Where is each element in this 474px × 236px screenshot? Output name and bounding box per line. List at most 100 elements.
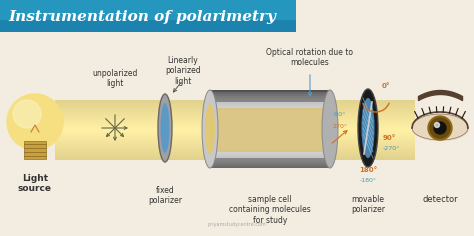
Bar (210, 148, 330, 151)
Bar (55, 100, 415, 102)
Text: Optical rotation due to
molecules: Optical rotation due to molecules (266, 48, 354, 67)
Bar (210, 108, 330, 110)
Bar (55, 108, 415, 110)
Bar (210, 105, 330, 108)
Text: detector: detector (422, 195, 458, 204)
Bar (55, 102, 415, 104)
Bar (55, 110, 415, 112)
Bar (55, 104, 415, 106)
Bar (210, 104, 330, 105)
Bar (55, 144, 415, 146)
Bar (210, 143, 330, 145)
Bar (55, 136, 415, 138)
Text: 180°: 180° (359, 167, 377, 173)
Bar (55, 132, 415, 134)
Bar (210, 129, 330, 131)
Ellipse shape (161, 103, 170, 153)
Bar (55, 140, 415, 142)
Text: 0°: 0° (382, 83, 391, 89)
Text: sample cell
containing molecules
for study: sample cell containing molecules for stu… (229, 195, 311, 225)
Bar (210, 114, 330, 115)
Bar (55, 138, 415, 140)
Bar (55, 122, 415, 124)
Bar (210, 156, 330, 158)
Bar (210, 96, 330, 98)
Text: -90°: -90° (333, 111, 346, 117)
Text: Linearly
polarized
light: Linearly polarized light (165, 56, 201, 86)
Bar (55, 148, 415, 150)
Bar (210, 137, 330, 139)
Bar (55, 114, 415, 116)
Bar (55, 158, 415, 160)
FancyBboxPatch shape (0, 20, 296, 32)
Bar (55, 126, 415, 128)
Ellipse shape (362, 98, 374, 158)
Bar (210, 119, 330, 121)
Bar (210, 152, 330, 154)
Bar (210, 145, 330, 147)
Circle shape (13, 100, 41, 128)
Text: Light
source: Light source (18, 174, 52, 193)
Bar (210, 151, 330, 152)
FancyBboxPatch shape (24, 141, 46, 159)
Circle shape (7, 94, 63, 150)
Bar (55, 156, 415, 158)
Bar (210, 147, 330, 148)
Ellipse shape (358, 89, 378, 167)
Circle shape (434, 122, 446, 134)
Bar (55, 116, 415, 118)
Circle shape (428, 116, 452, 140)
Bar (55, 118, 415, 120)
Bar (210, 131, 330, 133)
Bar (55, 120, 415, 122)
FancyBboxPatch shape (0, 0, 296, 32)
Bar (55, 106, 415, 108)
Bar (210, 162, 330, 164)
Bar (210, 94, 330, 96)
Bar (210, 127, 330, 129)
Bar (55, 146, 415, 148)
Bar (210, 121, 330, 123)
Bar (55, 130, 415, 132)
Bar (210, 92, 330, 94)
Bar (55, 150, 415, 152)
Bar (210, 115, 330, 117)
Bar (210, 141, 330, 143)
Bar (210, 123, 330, 125)
Circle shape (435, 122, 439, 127)
Bar (210, 102, 330, 104)
Text: 270°: 270° (333, 123, 348, 128)
Text: Instrumentation of polarimetry: Instrumentation of polarimetry (8, 10, 276, 24)
Bar (210, 160, 330, 162)
Text: -180°: -180° (359, 177, 376, 182)
Bar (210, 139, 330, 141)
Ellipse shape (205, 104, 215, 154)
Bar (55, 124, 415, 126)
Bar (210, 166, 330, 168)
Bar (210, 100, 330, 102)
Bar (210, 158, 330, 160)
Bar (55, 128, 415, 130)
Bar (55, 154, 415, 156)
Text: -270°: -270° (383, 146, 400, 151)
Bar (210, 125, 330, 127)
Bar (210, 111, 330, 114)
Text: unpolarized
light: unpolarized light (92, 69, 137, 88)
Bar (210, 90, 330, 92)
Ellipse shape (158, 94, 172, 162)
Bar (210, 133, 330, 135)
Bar (210, 154, 330, 156)
Bar (210, 108, 330, 152)
Ellipse shape (202, 90, 218, 168)
Text: movable
polarizer: movable polarizer (351, 195, 385, 214)
Bar (210, 117, 330, 119)
Text: priyamstudycentre.com: priyamstudycentre.com (208, 222, 266, 227)
Text: fixed
polarizer: fixed polarizer (148, 186, 182, 205)
Bar (210, 135, 330, 137)
Bar (55, 112, 415, 114)
Circle shape (430, 118, 450, 138)
Bar (55, 142, 415, 144)
Ellipse shape (322, 90, 338, 168)
Bar (210, 164, 330, 166)
Bar (55, 134, 415, 136)
